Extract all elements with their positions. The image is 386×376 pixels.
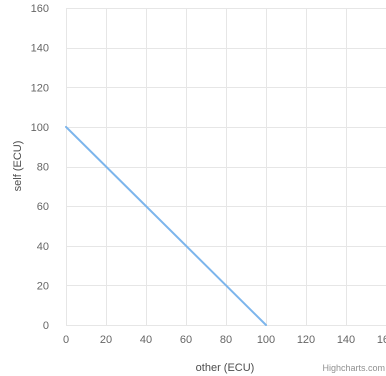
y-axis-title: self (ECU) <box>12 141 24 192</box>
x-tick-label: 160 <box>377 334 386 346</box>
y-tick-label: 140 <box>31 43 49 55</box>
y-tick-label: 100 <box>31 122 49 134</box>
x-tick-label: 100 <box>257 334 275 346</box>
y-tick-label: 60 <box>37 201 49 213</box>
y-tick-label: 160 <box>31 3 49 15</box>
x-tick-label: 20 <box>100 334 112 346</box>
x-tick-label: 40 <box>140 334 152 346</box>
x-tick-label: 0 <box>63 334 69 346</box>
y-tick-label: 20 <box>37 280 49 292</box>
x-tick-label: 60 <box>180 334 192 346</box>
x-tick-label: 140 <box>337 334 355 346</box>
x-axis-title: other (ECU) <box>196 362 255 374</box>
credits-link[interactable]: Highcharts.com <box>322 363 385 373</box>
y-tick-label: 40 <box>37 241 49 253</box>
x-axis-ticks: 0 20 40 60 80 100 120 140 160 <box>63 334 386 346</box>
y-tick-label: 0 <box>43 320 49 332</box>
y-tick-label: 80 <box>37 162 49 174</box>
y-tick-label: 120 <box>31 82 49 94</box>
x-tick-label: 120 <box>297 334 315 346</box>
x-tick-label: 80 <box>220 334 232 346</box>
